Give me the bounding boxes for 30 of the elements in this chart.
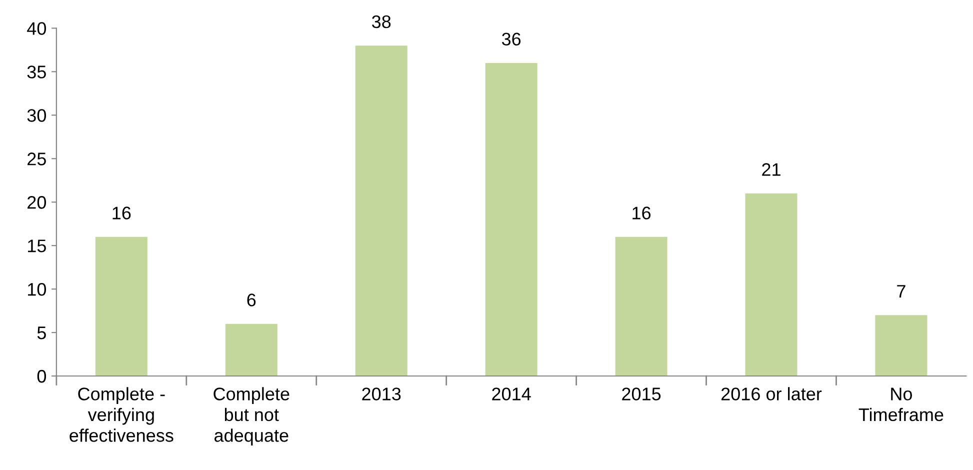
data-label: 36 xyxy=(502,32,521,46)
y-tick-label: 0 xyxy=(37,370,46,383)
data-label: 16 xyxy=(112,206,131,220)
x-tick-label: 2015 xyxy=(622,388,661,400)
y-tick-label: 35 xyxy=(27,66,46,78)
bar xyxy=(355,46,408,376)
bar xyxy=(615,236,668,376)
y-tick-label: 20 xyxy=(28,196,46,209)
data-label: 16 xyxy=(632,206,651,220)
x-tick-label: Complete but not adequate xyxy=(214,387,290,446)
data-label: 21 xyxy=(762,163,780,176)
x-tick-label: 2014 xyxy=(492,388,531,400)
y-tick-label: 10 xyxy=(28,282,46,296)
data-label: 38 xyxy=(372,15,391,28)
x-tick-label: 2016 or later xyxy=(721,387,822,400)
x-tick-label: Complete - verifying effectiveness xyxy=(70,387,174,442)
y-tick-label: 25 xyxy=(28,152,46,166)
bar xyxy=(225,324,278,376)
data-label: 7 xyxy=(897,285,906,298)
bar xyxy=(95,236,148,376)
bar xyxy=(745,193,798,376)
y-tick-label: 30 xyxy=(27,109,46,122)
data-label: 6 xyxy=(247,294,256,306)
x-tick-label: 2013 xyxy=(362,388,401,400)
y-tick-label: 15 xyxy=(28,240,46,252)
y-tick-label: 5 xyxy=(37,326,46,340)
bar xyxy=(875,315,928,376)
y-tick-label: 40 xyxy=(27,22,46,35)
x-tick-label: No Timeframe xyxy=(858,388,944,422)
bar xyxy=(485,62,538,376)
